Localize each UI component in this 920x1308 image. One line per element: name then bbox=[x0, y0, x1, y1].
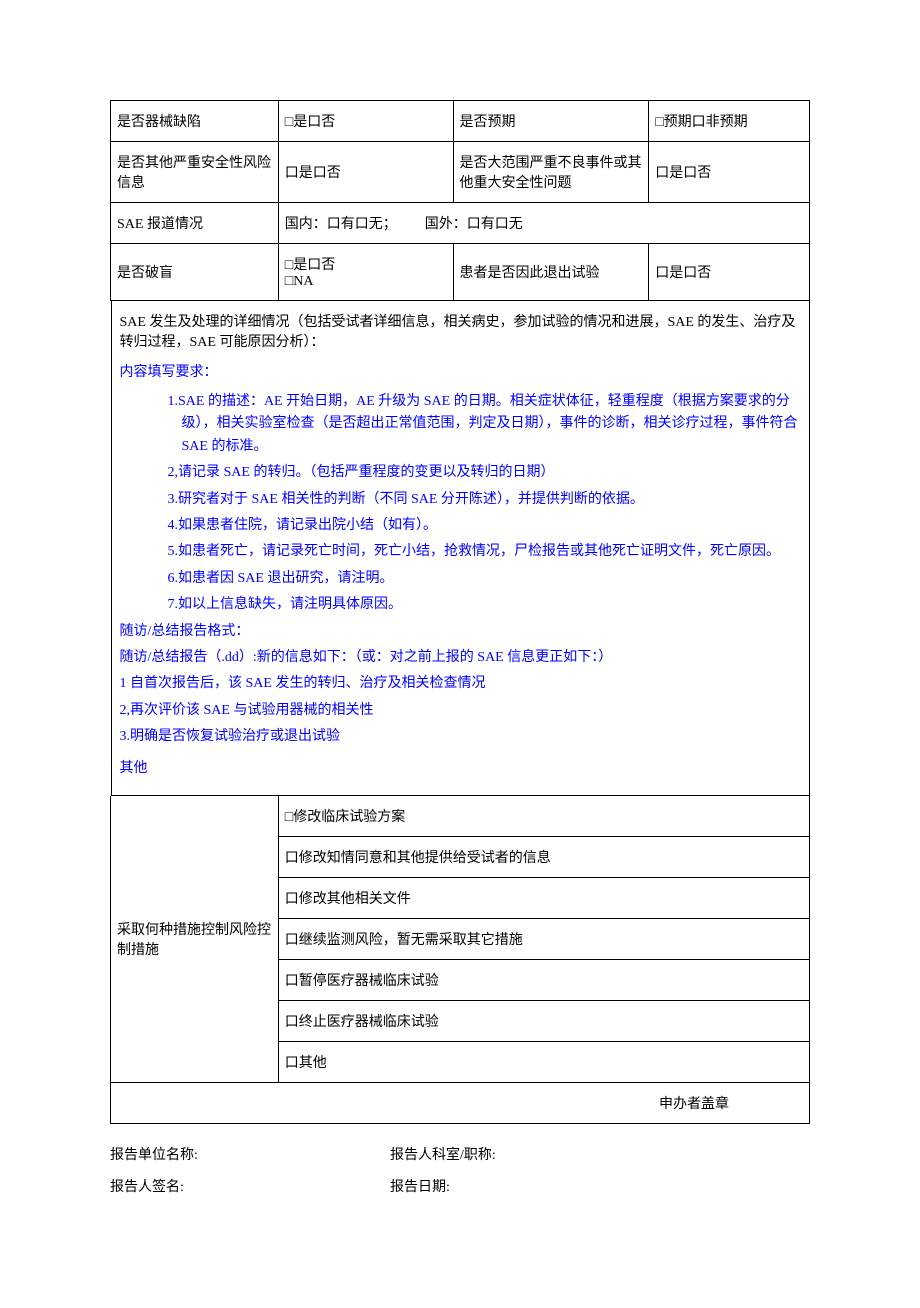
narrative-section: SAE 发生及处理的详细情况（包括受试者详细信息，相关病史，参加试验的情况和进展… bbox=[111, 301, 810, 796]
sae-report-status-label: SAE 报道情况 bbox=[111, 203, 279, 244]
sponsor-seal: 申办者盖章 bbox=[111, 1082, 810, 1123]
expected-label: 是否预期 bbox=[453, 101, 649, 142]
req-item-6: 6.如患者因 SAE 退出研究，请注明。 bbox=[168, 568, 801, 590]
report-date-label: 报告日期: bbox=[390, 1176, 810, 1196]
followup-item-2: 2,再次评价该 SAE 与试验用器械的相关性 bbox=[120, 700, 801, 722]
content-requirements-title: 内容填写要求： bbox=[120, 361, 801, 381]
req-item-7: 7.如以上信息缺失，请注明具体原因。 bbox=[168, 594, 801, 616]
other-label: 其他 bbox=[120, 758, 801, 780]
req-item-5: 5.如患者死亡，请记录死亡时间，死亡小结，抢救情况，尸检报告或其他死亡证明文件，… bbox=[168, 541, 801, 563]
footer-section: 报告单位名称: 报告人科室/职称: 报告人签名: 报告日期: bbox=[110, 1144, 810, 1196]
followup-item-3: 3.明确是否恢复试验治疗或退出试验 bbox=[120, 726, 801, 748]
followup-line: 随访/总结报告（.dd）:新的信息如下：（或：对之前上报的 SAE 信息更正如下… bbox=[120, 647, 801, 669]
device-defect-options[interactable]: □是口否 bbox=[278, 101, 453, 142]
report-unit-label: 报告单位名称: bbox=[110, 1144, 390, 1164]
measure-2[interactable]: 口修改知情同意和其他提供给受试者的信息 bbox=[279, 836, 809, 877]
widespread-sae-options[interactable]: 口是口否 bbox=[649, 142, 810, 203]
req-item-2: 2,请记录 SAE 的转归。（包括严重程度的变更以及转归的日期） bbox=[168, 462, 801, 484]
measure-4[interactable]: 口继续监测风险，暂无需采取其它措施 bbox=[279, 918, 809, 959]
followup-item-1: 1 自首次报告后，该 SAE 发生的转归、治疗及相关检查情况 bbox=[120, 673, 801, 695]
device-defect-label: 是否器械缺陷 bbox=[111, 101, 279, 142]
withdraw-options[interactable]: 口是口否 bbox=[649, 244, 810, 301]
measures-table: 采取何种措施控制风险控制措施 □修改临床试验方案 口修改知情同意和其他提供给受试… bbox=[110, 796, 810, 1124]
measure-3[interactable]: 口修改其他相关文件 bbox=[279, 877, 809, 918]
measure-1[interactable]: □修改临床试验方案 bbox=[279, 796, 809, 836]
widespread-sae-label: 是否大范围严重不良事件或其他重大安全性问题 bbox=[453, 142, 649, 203]
measure-6[interactable]: 口终止医疗器械临床试验 bbox=[279, 1000, 809, 1041]
withdraw-label: 患者是否因此退出试验 bbox=[453, 244, 649, 301]
other-safety-risk-options[interactable]: 口是口否 bbox=[278, 142, 453, 203]
reporter-signature-label: 报告人签名: bbox=[110, 1176, 390, 1196]
narrative-header: SAE 发生及处理的详细情况（包括受试者详细信息，相关病史，参加试验的情况和进展… bbox=[120, 311, 801, 351]
unblind-label: 是否破盲 bbox=[111, 244, 279, 301]
unblind-yes-no: □是口否 bbox=[285, 254, 447, 274]
req-item-3: 3.研究者对于 SAE 相关性的判断（不同 SAE 分开陈述），并提供判断的依据… bbox=[168, 489, 801, 511]
measure-5[interactable]: 口暂停医疗器械临床试验 bbox=[279, 959, 809, 1000]
measure-7[interactable]: 口其他 bbox=[279, 1041, 809, 1082]
measures-options-cell: □修改临床试验方案 口修改知情同意和其他提供给受试者的信息 口修改其他相关文件 … bbox=[278, 796, 809, 1083]
req-item-4: 4.如果患者住院，请记录出院小结（如有）。 bbox=[168, 515, 801, 537]
measures-label: 采取何种措施控制风险控制措施 bbox=[111, 796, 279, 1083]
req-item-1: 1.SAE 的描述：AE 开始日期，AE 升级为 SAE 的日期。相关症状体征，… bbox=[168, 391, 801, 458]
sae-form-table: 是否器械缺陷 □是口否 是否预期 □预期口非预期 是否其他严重安全性风险信息 口… bbox=[110, 100, 810, 796]
unblind-options[interactable]: □是口否 □NA bbox=[278, 244, 453, 301]
followup-title: 随访/总结报告格式： bbox=[120, 621, 801, 643]
unblind-na: □NA bbox=[285, 274, 447, 290]
sae-report-status-options[interactable]: 国内：口有口无； 国外：口有口无 bbox=[278, 203, 809, 244]
other-safety-risk-label: 是否其他严重安全性风险信息 bbox=[111, 142, 279, 203]
requirements-list: 1.SAE 的描述：AE 开始日期，AE 升级为 SAE 的日期。相关症状体征，… bbox=[120, 391, 801, 617]
expected-options[interactable]: □预期口非预期 bbox=[649, 101, 810, 142]
reporter-dept-label: 报告人科室/职称: bbox=[390, 1144, 810, 1164]
